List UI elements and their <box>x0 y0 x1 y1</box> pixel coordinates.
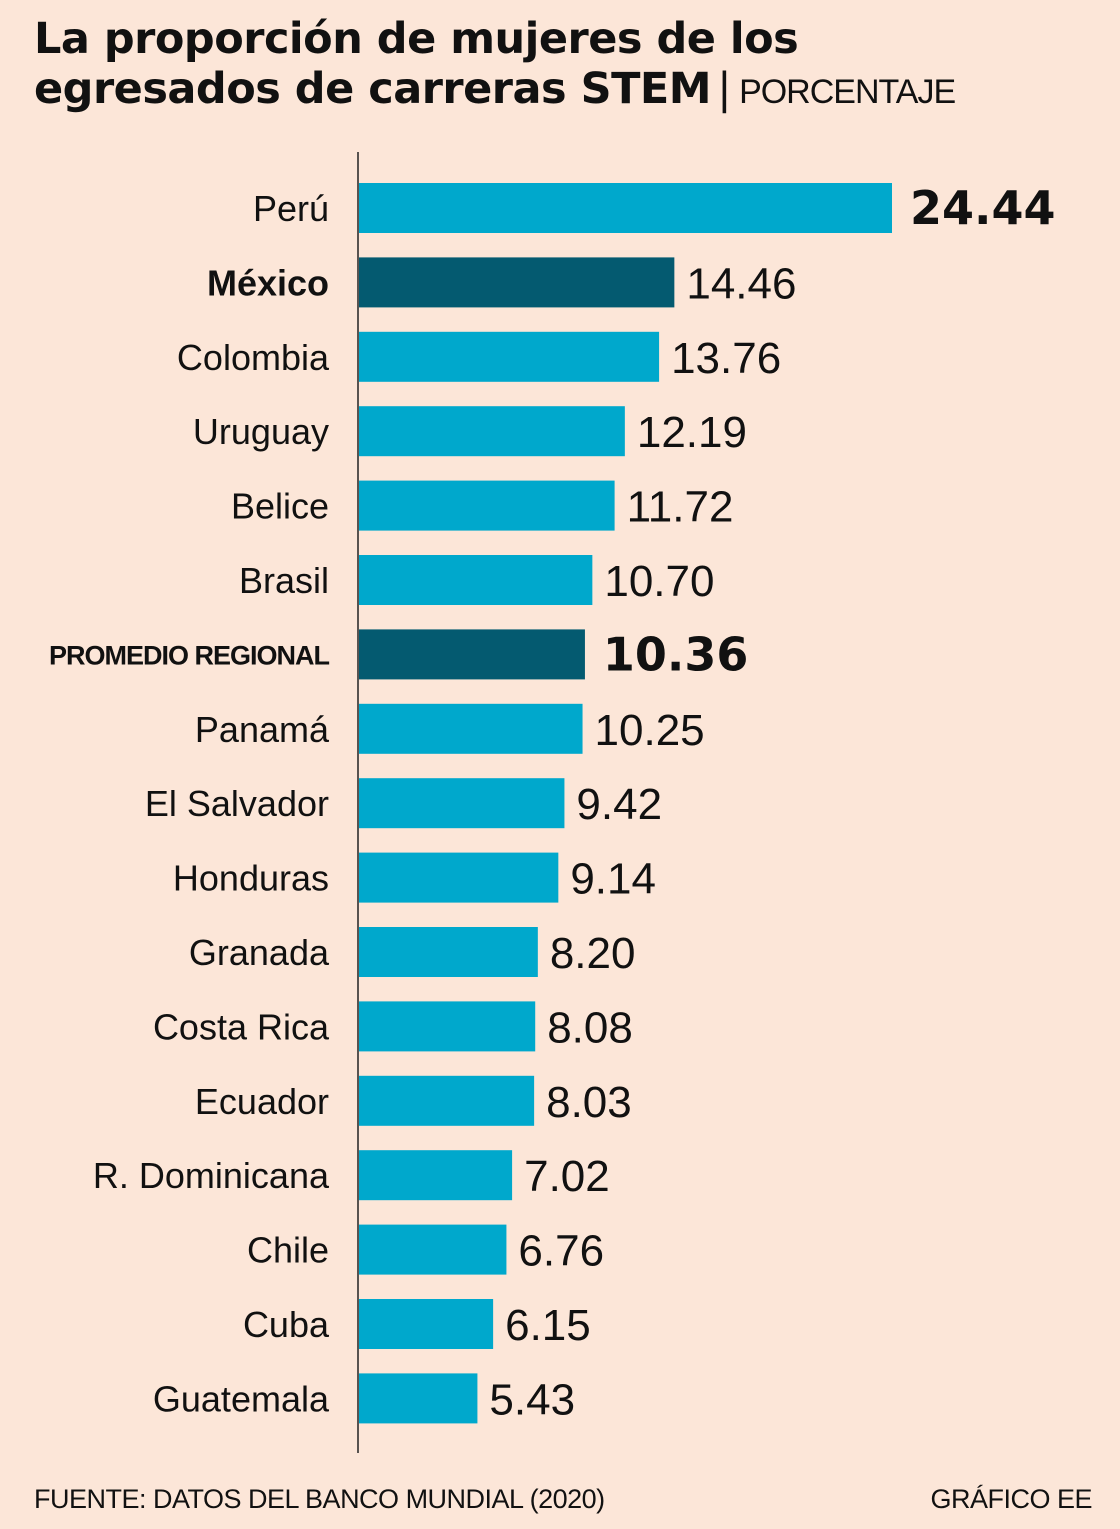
bar-5 <box>359 555 593 605</box>
category-label: Perú <box>253 188 329 229</box>
category-label: México <box>207 262 329 303</box>
bar-12 <box>359 1075 535 1126</box>
category-label: Uruguay <box>193 411 329 452</box>
value-label: 5.43 <box>489 1375 575 1424</box>
value-label: 10.70 <box>604 557 714 606</box>
bar-13 <box>359 1150 513 1201</box>
bar-3 <box>359 406 625 457</box>
value-label: 8.03 <box>546 1078 632 1127</box>
category-label: Belice <box>231 486 329 527</box>
bar-0 <box>359 183 892 233</box>
title-line-1: La proporción de mujeres de los <box>34 14 799 64</box>
category-label: Honduras <box>173 858 329 899</box>
category-label: Costa Rica <box>153 1006 330 1047</box>
bar-11 <box>359 1001 536 1052</box>
value-label: 10.25 <box>595 706 705 755</box>
category-label: Ecuador <box>195 1081 329 1122</box>
bar-9 <box>359 852 559 903</box>
title-line-2-text: egresados de carreras STEM <box>34 64 712 114</box>
chart-title: La proporción de mujeres de los egresado… <box>34 14 1094 117</box>
value-label: 13.76 <box>671 334 781 383</box>
value-label: 11.72 <box>627 483 734 532</box>
value-label: 8.20 <box>550 929 636 978</box>
value-label: 24.44 <box>910 181 1056 235</box>
bar-8 <box>359 778 565 829</box>
category-label: Guatemala <box>153 1378 330 1419</box>
value-label: 8.08 <box>547 1003 633 1052</box>
value-label: 9.14 <box>570 855 656 904</box>
category-label: Granada <box>189 932 330 973</box>
bar-chart: Perú 24.44 México 14.46 Colombia 13.76 Uruguay… <box>49 152 1056 1453</box>
bar-7 <box>359 703 583 754</box>
category-label: PROMEDIO REGIONAL <box>49 640 330 670</box>
category-label: Chile <box>247 1230 329 1271</box>
bar-15 <box>359 1299 494 1349</box>
category-label: Colombia <box>177 337 330 378</box>
bar-1 <box>359 257 675 308</box>
title-line-2: egresados de carreras STEM | PORCENTAJE <box>34 64 1094 117</box>
value-label: 7.02 <box>524 1152 610 1201</box>
unit-label: PORCENTAJE <box>739 73 956 111</box>
graphic-credit: GRÁFICO EE <box>930 1484 1092 1514</box>
value-label: 10.36 <box>603 627 749 681</box>
category-label: Panamá <box>195 709 330 750</box>
value-label: 6.15 <box>505 1301 591 1350</box>
value-label: 6.76 <box>518 1227 604 1276</box>
bar-14 <box>359 1224 507 1275</box>
bar-16 <box>359 1373 478 1424</box>
bar-4 <box>359 480 615 531</box>
category-label: R. Dominicana <box>93 1155 330 1196</box>
bar-10 <box>359 927 538 977</box>
category-label: Cuba <box>243 1304 330 1345</box>
bar-6 <box>359 629 585 680</box>
value-label: 12.19 <box>637 408 747 457</box>
value-label: 9.42 <box>576 780 662 829</box>
title-separator: | <box>717 64 732 114</box>
bar-2 <box>359 331 660 382</box>
value-label: 14.46 <box>686 259 796 308</box>
source-note: FUENTE: DATOS DEL BANCO MUNDIAL (2020) <box>34 1484 605 1514</box>
category-label: Brasil <box>239 560 329 601</box>
category-label: El Salvador <box>145 783 329 824</box>
